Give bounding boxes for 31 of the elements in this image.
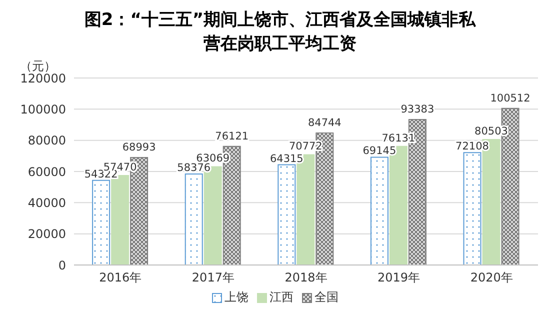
bar <box>463 152 482 265</box>
y-tick-label: 40000 <box>28 196 66 210</box>
data-label: 69145 <box>362 145 396 158</box>
data-label: 72108 <box>456 140 489 153</box>
data-label: 93383 <box>400 103 434 116</box>
legend-label: 上饶 <box>224 289 248 306</box>
data-label: 100512 <box>490 92 530 104</box>
data-label: 64315 <box>270 152 304 165</box>
x-tick-label: 2016年 <box>99 270 142 285</box>
x-tick-label: 2017年 <box>192 270 234 285</box>
y-tick-label: 60000 <box>28 164 66 179</box>
bar <box>184 174 203 265</box>
y-axis-title: （元） <box>20 58 56 74</box>
data-label: 76121 <box>215 130 249 142</box>
y-tick-label: 20000 <box>28 227 66 242</box>
bar <box>370 156 388 265</box>
y-tick-label: 100000 <box>20 102 66 116</box>
y-tick-label: 120000 <box>20 71 66 86</box>
x-tick-label: 2020年 <box>470 270 513 285</box>
bar <box>278 164 296 265</box>
data-label: 84744 <box>308 116 342 129</box>
legend-label: 全国 <box>314 289 338 306</box>
bar <box>92 180 110 265</box>
data-label: 58376 <box>177 162 211 174</box>
legend-label: 江西 <box>268 289 294 306</box>
chart-title: 图2：“十三五”期间上饶市、江西省及全国城镇非私营在岗职工平均工资 <box>83 9 477 56</box>
x-tick-label: 2018年 <box>284 270 328 285</box>
y-tick-label: 0 <box>58 258 66 272</box>
data-label: 68993 <box>122 141 156 154</box>
y-tick-label: 80000 <box>28 134 66 148</box>
x-tick-label: 2019年 <box>378 270 420 285</box>
